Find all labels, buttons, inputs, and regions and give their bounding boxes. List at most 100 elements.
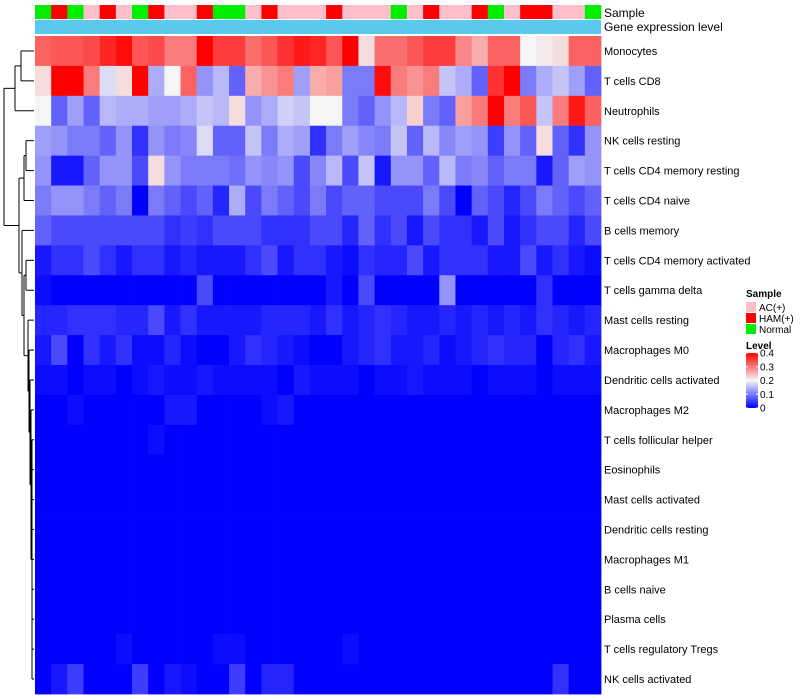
heatmap-cell — [180, 275, 198, 306]
heatmap-cell — [245, 215, 262, 246]
heatmap-cell — [148, 245, 165, 276]
heatmap-cell — [552, 305, 570, 336]
sample-legend-swatch — [746, 324, 756, 334]
heatmap-cell — [374, 335, 392, 366]
heatmap-cell — [520, 215, 537, 246]
heatmap-cell — [520, 125, 537, 157]
heatmap-cell — [326, 36, 343, 67]
heatmap-cell — [342, 305, 359, 336]
heatmap-cell — [423, 36, 440, 67]
heatmap-cell — [455, 185, 473, 216]
sample-annotation-cell — [245, 5, 262, 19]
heatmap-cell — [568, 664, 586, 695]
expression-annotation-title: Gene expression level — [604, 20, 723, 34]
heatmap-cell — [245, 185, 262, 216]
expression-level-bar — [35, 20, 601, 34]
heatmap-cell — [406, 394, 424, 426]
heatmap-cell — [35, 394, 52, 426]
heatmap-cell — [99, 95, 117, 127]
heatmap-cell — [35, 155, 52, 186]
heatmap-cell — [196, 365, 214, 396]
heatmap-cell — [390, 36, 408, 67]
heatmap-cell — [132, 155, 149, 186]
heatmap-cell — [552, 514, 570, 545]
heatmap-cell — [471, 36, 489, 67]
heatmap-cell — [245, 604, 262, 635]
heatmap-cell — [99, 185, 117, 216]
sample-annotation-cell — [196, 5, 214, 19]
heatmap-cell — [51, 365, 68, 396]
heatmap-cell — [455, 365, 473, 396]
heatmap-cell — [568, 424, 586, 456]
heatmap-cell — [309, 185, 327, 216]
heatmap-cell — [83, 245, 101, 276]
heatmap-cell — [503, 275, 521, 306]
heatmap-cell — [67, 275, 84, 306]
heatmap-cell — [406, 36, 424, 67]
heatmap-cell — [83, 604, 101, 635]
heatmap-cell — [439, 185, 456, 216]
heatmap-cell — [326, 634, 343, 665]
heatmap-cell — [229, 335, 246, 366]
heatmap-cell — [212, 155, 230, 186]
heatmap-cell — [374, 574, 392, 605]
heatmap-cell — [309, 65, 327, 97]
heatmap-cell — [568, 95, 586, 127]
level-tick-label: 0.3 — [760, 362, 774, 373]
heatmap-cell — [99, 634, 117, 665]
row-label: Macrophages M2 — [604, 405, 689, 417]
heatmap-cell — [115, 574, 133, 605]
sample-annotation-cell — [229, 5, 246, 19]
heatmap-cell — [487, 305, 505, 336]
heatmap-cell — [568, 634, 586, 665]
heatmap-cell — [406, 664, 424, 695]
heatmap-cell — [196, 335, 214, 366]
heatmap-cell — [51, 544, 68, 575]
heatmap-cell — [374, 95, 392, 127]
heatmap-cell — [503, 185, 521, 216]
heatmap-cell — [115, 634, 133, 665]
heatmap-cell — [293, 95, 311, 127]
heatmap-cell — [423, 185, 440, 216]
heatmap-cell — [309, 95, 327, 127]
heatmap-cell — [584, 424, 602, 456]
heatmap-cell — [568, 335, 586, 366]
sample-annotation-cell — [358, 5, 375, 19]
heatmap-cell — [277, 365, 295, 396]
heatmap-cell — [358, 36, 375, 67]
heatmap-cell — [51, 454, 68, 486]
heatmap-cell — [520, 664, 537, 695]
heatmap-cell — [132, 574, 149, 605]
heatmap-cell — [326, 125, 343, 157]
heatmap-cell — [212, 335, 230, 366]
heatmap-cell — [309, 634, 327, 665]
heatmap-cell — [423, 65, 440, 97]
heatmap-cell — [358, 95, 375, 127]
heatmap-cell — [51, 664, 68, 695]
heatmap-cell — [196, 305, 214, 336]
heatmap-cell — [212, 36, 230, 67]
heatmap-cell — [309, 245, 327, 276]
heatmap-cell — [423, 275, 440, 306]
heatmap-cell — [390, 634, 408, 665]
heatmap-cell — [148, 155, 165, 186]
heatmap-cell — [99, 574, 117, 605]
heatmap-cell — [503, 544, 521, 575]
heatmap-cell — [584, 335, 602, 366]
heatmap-cell — [536, 424, 553, 456]
heatmap-cell — [67, 185, 84, 216]
heatmap-cell — [390, 484, 408, 515]
heatmap-cell — [326, 484, 343, 515]
heatmap-cell — [132, 335, 149, 366]
heatmap-cell — [83, 95, 101, 127]
heatmap-cell — [245, 305, 262, 336]
heatmap-cell — [552, 275, 570, 306]
heatmap-cell — [83, 36, 101, 67]
heatmap-cell — [471, 574, 489, 605]
heatmap-cell — [471, 604, 489, 635]
heatmap-cell — [503, 394, 521, 426]
heatmap-cell — [180, 424, 198, 456]
heatmap-cell — [390, 454, 408, 486]
heatmap-cell — [132, 544, 149, 575]
